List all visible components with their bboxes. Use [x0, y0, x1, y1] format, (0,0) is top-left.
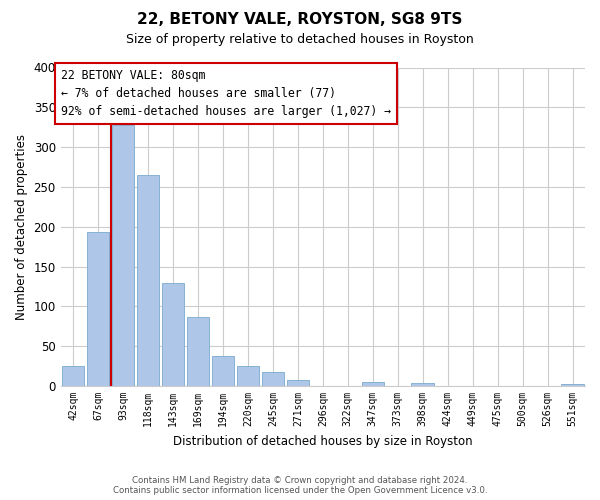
Bar — [287, 380, 309, 386]
Bar — [112, 125, 134, 386]
Bar — [561, 384, 584, 386]
Bar — [236, 366, 259, 386]
Bar — [62, 366, 85, 386]
Bar — [212, 356, 234, 386]
Bar — [187, 317, 209, 386]
Text: Size of property relative to detached houses in Royston: Size of property relative to detached ho… — [126, 32, 474, 46]
Bar — [412, 383, 434, 386]
Bar — [137, 175, 159, 386]
Text: Contains HM Land Registry data © Crown copyright and database right 2024.
Contai: Contains HM Land Registry data © Crown c… — [113, 476, 487, 495]
Bar — [87, 232, 109, 386]
Bar — [162, 282, 184, 386]
Text: 22 BETONY VALE: 80sqm
← 7% of detached houses are smaller (77)
92% of semi-detac: 22 BETONY VALE: 80sqm ← 7% of detached h… — [61, 69, 391, 118]
Bar — [262, 372, 284, 386]
Text: 22, BETONY VALE, ROYSTON, SG8 9TS: 22, BETONY VALE, ROYSTON, SG8 9TS — [137, 12, 463, 28]
Y-axis label: Number of detached properties: Number of detached properties — [15, 134, 28, 320]
X-axis label: Distribution of detached houses by size in Royston: Distribution of detached houses by size … — [173, 434, 473, 448]
Bar — [362, 382, 384, 386]
